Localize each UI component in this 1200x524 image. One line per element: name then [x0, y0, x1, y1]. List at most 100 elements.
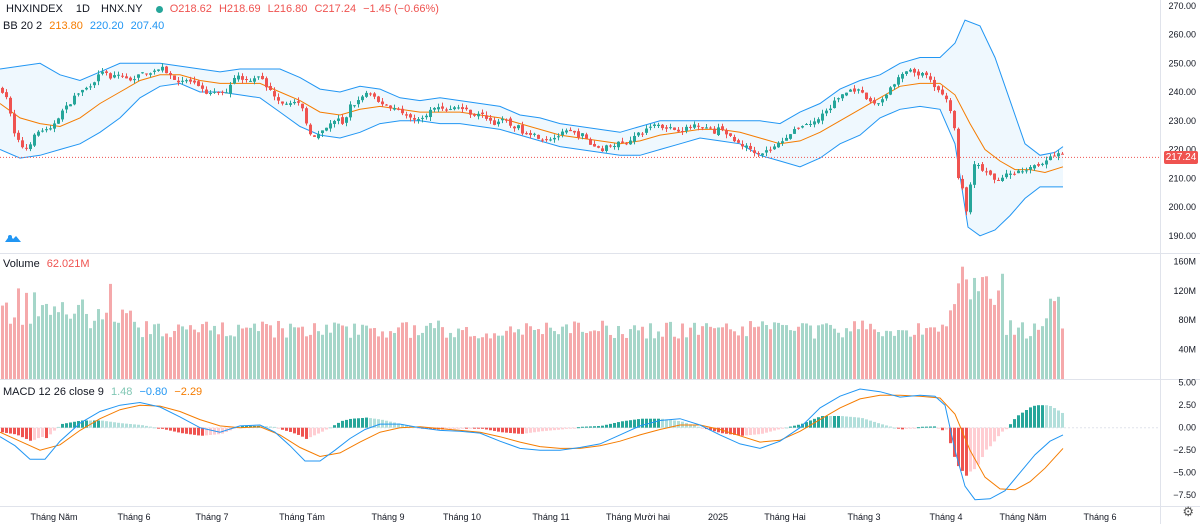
- candle-body: [205, 89, 208, 94]
- macd-legend[interactable]: MACD 12 26 close 9 1.48 −0.80 −2.29: [3, 386, 206, 398]
- candle-body: [413, 118, 416, 120]
- candle-body: [805, 124, 808, 126]
- candle-body: [765, 150, 768, 153]
- volume-bar: [537, 329, 540, 379]
- candle-body: [745, 145, 748, 148]
- bb-band-fill: [0, 20, 1063, 236]
- macd-hist-bar: [1037, 405, 1040, 428]
- candle-body: [925, 72, 928, 76]
- candle-body: [337, 118, 340, 121]
- volume-bar: [393, 332, 396, 379]
- volume-bar: [9, 323, 12, 379]
- candle-body: [341, 117, 344, 124]
- macd-hist-bar: [113, 422, 116, 428]
- candle-body: [21, 140, 24, 148]
- candle-body: [333, 120, 336, 124]
- candle-body: [1025, 170, 1028, 172]
- volume-bar: [621, 334, 624, 379]
- volume-bar: [509, 326, 512, 379]
- volume-bar: [349, 337, 352, 379]
- candle-body: [45, 129, 48, 131]
- volume-bar: [761, 321, 764, 379]
- macd-hist-bar: [797, 424, 800, 428]
- candle-body: [101, 71, 104, 74]
- candle-body: [493, 120, 496, 125]
- settings-gear-icon[interactable]: ⚙: [1182, 504, 1194, 519]
- candle-body: [637, 132, 640, 136]
- volume-bar: [357, 334, 360, 379]
- volume-bar: [781, 324, 784, 379]
- volume-bar: [261, 321, 264, 379]
- macd-hist-bar: [269, 426, 272, 428]
- candle-body: [321, 130, 324, 134]
- candle-body: [877, 103, 880, 105]
- volume-bar: [33, 292, 36, 379]
- candle-body: [53, 123, 56, 129]
- candle-body: [369, 93, 372, 95]
- macd-hist-bar: [41, 427, 44, 437]
- volume-bar: [497, 335, 500, 379]
- candle-body: [1029, 167, 1032, 170]
- candle-body: [37, 131, 40, 136]
- macd-hist-bar: [873, 421, 876, 428]
- volume-bar: [437, 320, 440, 379]
- candle-body: [301, 103, 304, 109]
- volume-bar: [417, 335, 420, 379]
- volume-bar: [129, 310, 132, 379]
- candle-body: [313, 135, 316, 137]
- macd-hist-bar: [121, 423, 124, 428]
- time-axis-label: Tháng Mười hai: [606, 512, 670, 522]
- macd-hist-bar: [217, 427, 220, 435]
- volume-bar: [1, 305, 4, 379]
- candle-body: [497, 121, 500, 125]
- candle-body: [505, 119, 508, 121]
- macd-hist-bar: [393, 422, 396, 428]
- macd-hist-bar: [549, 427, 552, 431]
- candle-body: [201, 85, 204, 89]
- symbol-name[interactable]: HNXINDEX: [6, 3, 63, 15]
- volume-bar: [433, 328, 436, 379]
- candle-body: [165, 66, 168, 74]
- interval-label[interactable]: 1D: [75, 3, 90, 15]
- macd-hist-bar: [821, 416, 824, 428]
- candle-body: [217, 92, 220, 94]
- volume-bar: [889, 331, 892, 379]
- volume-bar: [925, 328, 928, 379]
- macd-hist-bar: [573, 427, 576, 429]
- volume-bar: [485, 333, 488, 379]
- macd-hist-bar: [977, 427, 980, 465]
- macd-hist-bar: [917, 427, 920, 429]
- volume-bar: [881, 336, 884, 379]
- macd-hist-bar: [877, 423, 880, 428]
- volume-bar: [401, 322, 404, 379]
- volume-bar: [197, 332, 200, 379]
- volume-bar: [181, 326, 184, 379]
- volume-tick-label: 40M: [1178, 345, 1196, 355]
- macd-hist-bar: [933, 426, 936, 428]
- macd-hist-bar: [989, 427, 992, 447]
- volume-legend[interactable]: Volume 62.021M: [3, 258, 94, 270]
- volume-bar: [1001, 273, 1004, 379]
- macd-hist-bar: [105, 421, 108, 428]
- macd-hist-bar: [325, 427, 328, 430]
- macd-hist-bar: [449, 427, 452, 430]
- candle-body: [669, 127, 672, 129]
- candle-body: [821, 113, 824, 121]
- volume-bar: [273, 337, 276, 379]
- time-axis-label: Tháng 10: [443, 512, 481, 522]
- candle-body: [937, 86, 940, 91]
- bb-mid-line: [0, 74, 1064, 174]
- candle-body: [265, 78, 268, 88]
- volume-bar: [529, 326, 532, 379]
- bb-legend[interactable]: BB 20 2 213.80 220.20 207.40: [3, 20, 168, 32]
- candle-body: [41, 130, 44, 132]
- candle-body: [309, 124, 312, 135]
- macd-hist-bar: [477, 427, 480, 429]
- volume-bar: [957, 283, 960, 379]
- volume-bar: [405, 322, 408, 379]
- volume-bar: [137, 327, 140, 379]
- macd-hist-bar: [361, 417, 364, 428]
- tradingview-logo-icon[interactable]: [4, 232, 22, 244]
- volume-bar: [477, 338, 480, 379]
- volume-bar: [769, 329, 772, 379]
